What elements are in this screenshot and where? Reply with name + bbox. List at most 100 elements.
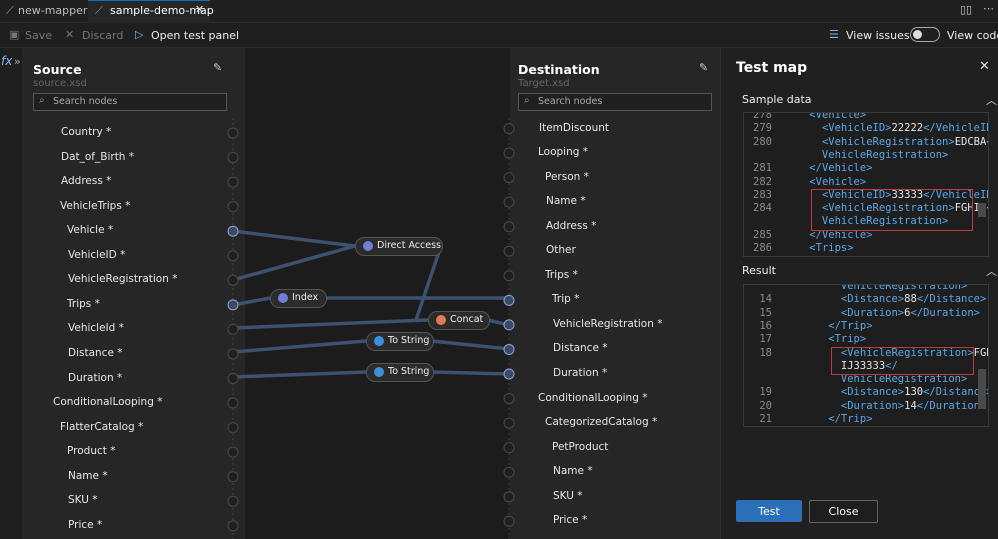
tree-node[interactable]: SKU * [68, 494, 98, 507]
view-code-toggle[interactable] [910, 27, 940, 42]
tree-node[interactable]: PetProduct [552, 440, 609, 453]
destination-search[interactable] [518, 93, 712, 111]
function-label[interactable]: To String [388, 366, 430, 377]
tree-node[interactable]: Trip * [552, 293, 580, 306]
function-gutter [0, 48, 22, 539]
source-title: Source [33, 62, 82, 77]
function-icon [374, 367, 384, 377]
sample-data-editor[interactable]: 278 <Vehicle> 279 <VehicleID>22222</Vehic… [743, 112, 989, 257]
line-number: 279 [753, 122, 772, 135]
function-label[interactable]: Index [292, 292, 319, 303]
tree-node[interactable]: Name * [553, 465, 593, 478]
source-search[interactable] [33, 93, 227, 111]
function-label[interactable]: Direct Access [377, 240, 441, 251]
tree-node[interactable]: FlatterCatalog * [60, 420, 144, 433]
collapse-icon[interactable]: ︿ [986, 94, 997, 107]
connection-handle [227, 299, 239, 311]
connection-handle [503, 123, 515, 134]
tree-node[interactable]: Address * [546, 219, 597, 232]
tree-node[interactable]: ConditionalLooping * [53, 396, 163, 409]
connection-handle [227, 323, 239, 335]
tree-node[interactable]: VehicleId * [68, 322, 124, 335]
tree-node[interactable]: Duration * [68, 371, 123, 384]
function-icon [278, 293, 288, 303]
tree-node[interactable]: Trips * [545, 268, 578, 281]
tree-node[interactable]: Vehicle * [67, 224, 114, 237]
code-line: VehicleRegistration> [784, 215, 949, 228]
section-heading[interactable]: Sample data [742, 93, 812, 106]
connection-handle [227, 225, 239, 237]
tree-node[interactable]: Dat_of_Birth * [61, 150, 135, 163]
function-icon[interactable]: fx [1, 54, 13, 68]
issues-icon: ☰ [829, 28, 839, 41]
tree-node[interactable]: ConditionalLooping * [538, 391, 648, 404]
code-line: <Vehicle> [809, 112, 867, 121]
collapse-icon[interactable]: ︿ [986, 265, 997, 278]
code-line: <Duration>6</Duration> [840, 306, 980, 319]
view-code-label[interactable]: View code [947, 29, 998, 42]
connection [232, 318, 429, 330]
active-tab[interactable] [88, 0, 210, 23]
tree-node[interactable]: ItemDiscount [539, 121, 609, 134]
close-panel[interactable]: ✕ [979, 59, 990, 74]
code-line: </Vehicle> [809, 228, 873, 241]
tab-close[interactable]: ✕ [195, 3, 205, 16]
edit-icon[interactable]: ✎ [213, 61, 223, 74]
tree-node[interactable]: VehicleRegistration * [553, 317, 663, 330]
connection-handle [503, 245, 515, 257]
tree-node[interactable]: Name * [68, 469, 108, 482]
close-button[interactable]: Close [809, 500, 878, 523]
open-test-panel-button[interactable]: Open test panel [151, 29, 240, 42]
tree-node[interactable]: SKU * [553, 489, 583, 502]
search-placeholder: Search nodes [53, 96, 118, 107]
tree-node[interactable]: Duration * [553, 367, 608, 379]
code-line: <Distance>130</Distance> [840, 386, 989, 399]
function-label[interactable]: To String [388, 335, 430, 346]
search-placeholder: Search nodes [538, 96, 603, 107]
tree-node[interactable]: Trips * [67, 297, 100, 310]
search-icon: ⌕ [524, 95, 530, 106]
tree-node[interactable]: Address * [61, 175, 112, 188]
search-icon: ⌕ [39, 95, 45, 106]
edit-icon[interactable]: ✎ [699, 61, 709, 74]
code-line: <VehicleRegistration>FGH [840, 346, 988, 359]
tree-node[interactable]: Person * [545, 170, 589, 183]
tree-node[interactable]: Price * [68, 518, 103, 531]
save-button[interactable]: Save [25, 29, 53, 42]
tree-node[interactable]: Looping * [538, 146, 589, 159]
tree-node[interactable]: VehicleID * [68, 248, 126, 261]
test-button[interactable]: Test [736, 500, 802, 522]
function-node[interactable] [366, 363, 434, 382]
tree-node[interactable]: Distance * [553, 342, 608, 355]
tree-node[interactable]: VehicleTrips * [60, 199, 131, 212]
split-editor[interactable]: ▯▯ [960, 3, 973, 16]
tree-node[interactable]: Distance * [68, 346, 123, 359]
connection-handle [227, 422, 239, 434]
tab-label[interactable]: sample-demo-map [110, 4, 214, 17]
tree-node[interactable]: Price * [553, 514, 588, 527]
tree-node[interactable]: Other [546, 244, 576, 257]
discard-button[interactable]: Discard [82, 29, 124, 42]
tree-node[interactable]: CategorizedCatalog * [545, 416, 658, 429]
expand-icon[interactable]: » [14, 55, 21, 68]
highlight-box [831, 347, 974, 375]
tab[interactable] [0, 0, 86, 22]
function-label[interactable]: Concat [450, 314, 484, 325]
scrollbar-thumb[interactable] [978, 203, 986, 217]
function-node[interactable] [355, 237, 443, 256]
tree-node[interactable]: Name * [546, 195, 586, 208]
section-heading[interactable]: Result [742, 264, 776, 277]
tree-node[interactable]: Product * [67, 445, 116, 458]
view-issues-button[interactable]: View issues [846, 29, 910, 42]
more-actions[interactable]: ⋯ [983, 2, 994, 15]
tree-node[interactable]: Country * [61, 126, 112, 138]
tab-label[interactable]: new-mapper [18, 4, 88, 17]
tree-node[interactable]: VehicleRegistration * [68, 273, 178, 286]
connection [232, 244, 356, 282]
scrollbar-thumb[interactable] [978, 369, 986, 409]
connection [431, 339, 510, 351]
function-icon [436, 315, 446, 325]
function-node[interactable] [366, 332, 434, 351]
line-number: 285 [753, 228, 772, 241]
connection-handle [503, 294, 515, 306]
